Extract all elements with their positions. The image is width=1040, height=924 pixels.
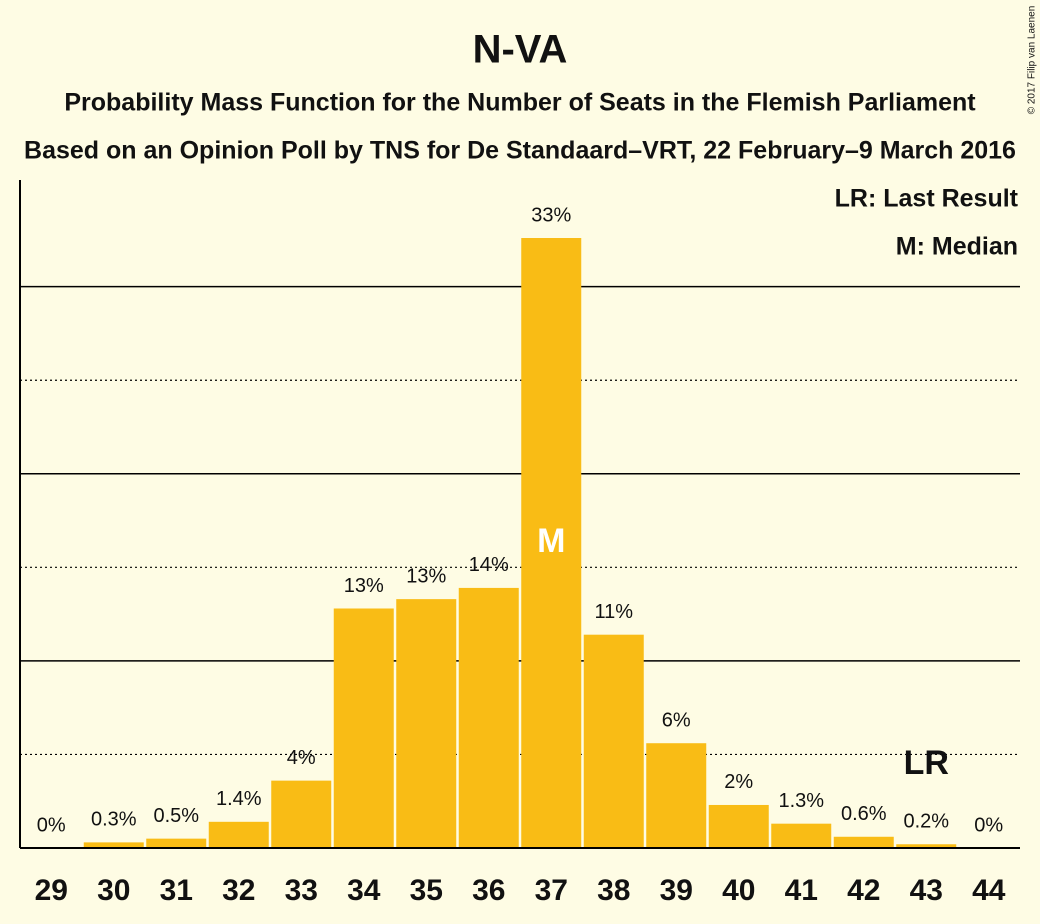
last-result-marker: LR [904,744,949,782]
bar [333,608,394,848]
bar [521,238,582,848]
value-label: 1.4% [216,788,262,810]
bar [83,842,144,848]
bar [896,844,957,848]
x-tick-label: 33 [285,874,318,907]
value-label: 0.6% [841,803,887,825]
bar [646,743,707,848]
value-label: 0.3% [91,809,137,831]
bar [146,838,207,848]
value-label: 0.2% [903,811,949,833]
value-label: 0.5% [153,805,199,827]
value-label: 1.3% [778,790,824,812]
x-tick-label: 29 [35,874,68,907]
bar [396,599,457,848]
median-marker: M [537,522,565,560]
copyright: © 2017 Filip van Laenen [1027,6,1038,115]
bar [208,821,269,848]
value-label: 6% [662,709,691,731]
x-tick-label: 42 [847,874,880,907]
chart-subtitle: Probability Mass Function for the Number… [64,89,976,117]
x-tick-label: 34 [347,874,381,907]
x-tick-label: 36 [472,874,505,907]
x-tick-label: 32 [222,874,255,907]
bar [708,804,769,848]
value-label: 13% [344,575,384,597]
legend-entry: LR: Last Result [835,185,1019,213]
value-label: 2% [724,771,753,793]
x-tick-label: 38 [597,874,630,907]
value-label: 33% [531,204,571,226]
legend-entry: M: Median [896,233,1018,261]
chart-title: N-VA [473,28,568,72]
chart-subtitle: Based on an Opinion Poll by TNS for De S… [24,137,1016,165]
value-label: 13% [406,565,446,587]
value-label: 0% [974,814,1003,836]
value-label: 0% [37,814,66,836]
bar [583,634,644,848]
value-label: 14% [469,554,509,576]
x-tick-label: 44 [972,874,1006,907]
bar [771,823,832,848]
x-tick-label: 39 [660,874,693,907]
value-label: 11% [594,601,633,623]
bar [271,780,332,848]
bar [833,836,894,848]
x-tick-label: 37 [535,874,568,907]
x-tick-label: 35 [410,874,443,907]
value-label: 4% [287,747,316,769]
bar [458,587,519,848]
x-tick-label: 30 [97,874,130,907]
x-tick-label: 43 [910,874,943,907]
x-tick-label: 41 [785,874,818,907]
x-tick-label: 40 [722,874,755,907]
x-tick-label: 31 [160,874,193,907]
